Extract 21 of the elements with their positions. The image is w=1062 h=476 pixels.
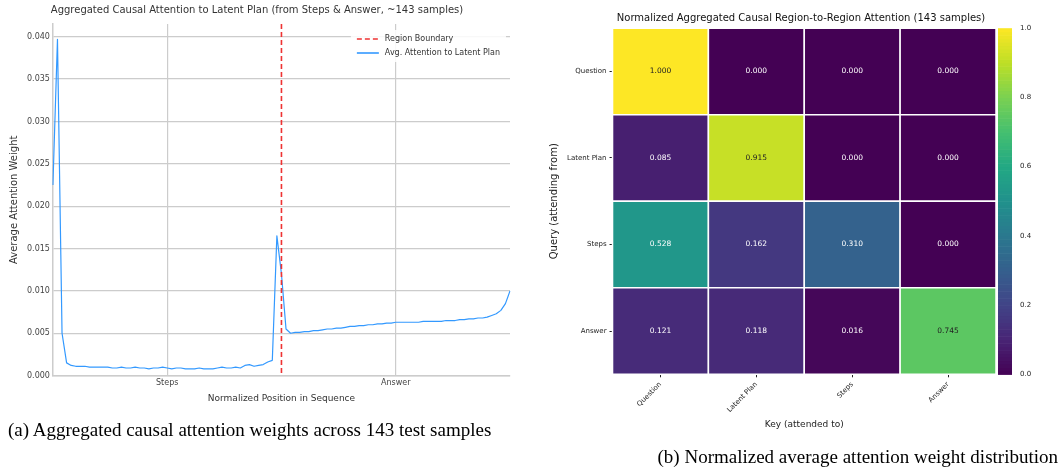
y-tick-label: 0.035 — [27, 74, 50, 84]
text: Region Boundary — [384, 34, 454, 44]
y-tick-label: 0.015 — [27, 243, 50, 253]
x-axis-title: Normalized Position in Sequence — [207, 392, 356, 403]
y-axis-title: Query (attending from) — [547, 143, 559, 260]
chart-title: Normalized Aggregated Causal Region-to-Region Attention (143 samples) — [616, 11, 986, 23]
y-tick-label: 0.000 — [27, 370, 50, 380]
y-tick-label: 0.020 — [27, 201, 50, 211]
y-tick-label: 0.030 — [27, 116, 50, 126]
y-axis-title: Average Attention Weight — [7, 135, 19, 265]
legend-label: Avg. Attention to Latent Plan — [384, 48, 501, 58]
x-tick-label: Steps — [155, 378, 179, 388]
y-tick-label: 0.040 — [27, 31, 50, 41]
y-tick-label: 0.005 — [27, 328, 50, 338]
y-tick-label: 0.025 — [27, 158, 50, 168]
x-axis-title: Key (attended to) — [764, 418, 844, 429]
y-tick-label: 0.010 — [27, 285, 50, 295]
chart-title: Aggregated Causal Attention to Latent Plan (from Steps & Answer, ~143 samples) — [50, 3, 464, 15]
text: (b) Normalized average attention weight distribution — [656, 445, 1058, 468]
text: (a) Aggregated causal attention weights across 143 test samples — [8, 418, 493, 441]
x-tick-label: Answer — [380, 378, 412, 388]
